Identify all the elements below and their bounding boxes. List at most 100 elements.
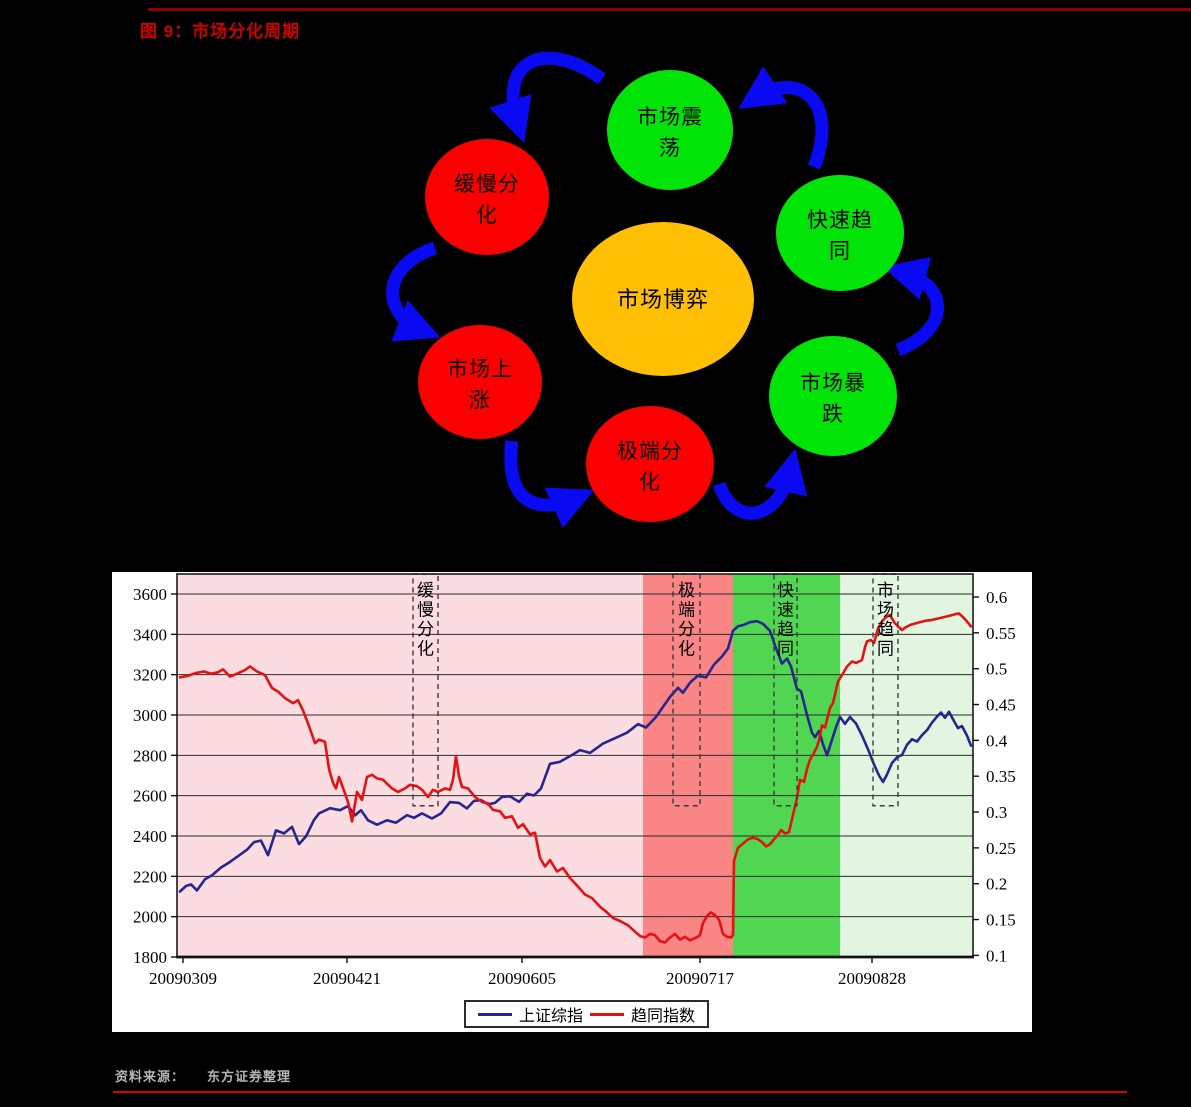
source-line: 资料来源： 东方证券整理 [115,1066,291,1085]
phase-region [840,574,973,957]
node-market-oscillation-shape [607,70,733,190]
phase-region [733,574,840,957]
node-label: 同 [829,239,851,263]
node-market-game-shape [572,222,754,376]
left-axis-tick-label: 2200 [133,867,167,886]
node-label: 市场震 [637,105,703,129]
node-fast-convergence-shape [776,175,904,291]
phase-annotation-label: 趋 [777,620,794,639]
node-market-crash: 市场暴 跌 [769,336,897,456]
node-label: 市场暴 [800,371,866,395]
phase-annotation-label: 场 [877,601,894,620]
phase-region-fills [177,574,973,957]
phase-annotation-label: 慢 [417,600,434,620]
left-axis-tick-label: 3400 [133,625,167,644]
phase-annotation-label: 分 [678,620,695,639]
left-axis-tick-label: 3000 [133,706,167,725]
right-axis-tick-label: 0.1 [986,946,1007,965]
phase-annotation-label: 快 [777,581,794,600]
left-axis-tick-label: 3600 [133,585,167,604]
node-market-rise: 市场上 涨 [418,325,542,439]
node-label: 市场博弈 [617,287,709,312]
legend-line-swatch-shanghai-composite-icon [478,1012,512,1016]
x-axis-tick-label: 20090828 [838,969,906,988]
node-label: 跌 [822,402,844,426]
left-axis-tick-label: 2800 [133,746,167,765]
legend-label-shanghai-composite: 上证综指 [519,1008,584,1025]
left-axis-tick-label: 3200 [133,666,167,685]
node-extreme-divergence-shape [586,406,714,522]
figure-title: 图 9：市场分化周期 [140,22,301,41]
phase-annotation-label: 趋 [877,620,894,639]
bottom-divider-rule [113,1091,1127,1093]
source-value: 东方证券整理 [207,1069,292,1084]
node-label: 荡 [659,136,681,160]
phase-annotation-label: 极 [678,581,695,600]
x-axis-tick-label: 20090717 [666,969,735,988]
node-label: 极端分 [617,439,683,463]
right-axis-tick-label: 0.55 [986,624,1016,643]
phase-annotation-label: 同 [777,640,794,659]
node-slow-divergence: 缓慢分 化 [425,139,549,255]
node-market-game-center: 市场博弈 [572,222,754,376]
right-axis-tick-label: 0.6 [986,588,1007,607]
cycle-arrow-rise-to-extreme-divergence-icon [504,440,595,529]
x-axis-tick-label: 20090309 [149,969,217,988]
axis-ticks-and-labels: 1800 2000 2200 2400 2600 2800 3000 3200 3400 3600… [133,585,1016,988]
phase-region [643,574,733,957]
chart-legend: 上证综指 趋同指数 [464,1000,710,1028]
x-axis-tick-label: 20090421 [313,969,381,988]
dual-axis-line-chart-panel: 缓慢分化 极端分化 快速趋同 市场趋同 1800 2000 2200 2400 2600 280… [112,572,1032,1032]
x-axis-tick-label: 20090605 [488,969,556,988]
phase-annotation-label: 化 [678,640,695,659]
node-market-crash-shape [769,336,897,456]
series-lines [178,612,973,944]
right-axis-tick-label: 0.15 [986,911,1016,930]
market-cycle-diagram: 市场震 荡 缓慢分 化 快速趋 同 市场博弈 市场上 涨 市场暴 跌 极端分 化 [386,51,944,529]
right-axis-tick-label: 0.25 [986,839,1016,858]
cycle-arrow-fast-convergence-to-oscillation-icon [738,66,829,170]
phase-annotation-label: 缓 [417,581,434,600]
node-slow-divergence-shape [425,139,549,255]
source-label: 资料来源： [115,1069,186,1084]
phase-annotation-label: 端 [678,601,695,620]
node-label: 涨 [469,388,491,412]
top-divider-rule [148,8,1191,11]
phase-annotation-label: 化 [417,640,434,659]
node-extreme-divergence: 极端分 化 [586,406,714,522]
phase-annotation-label: 市 [877,581,894,600]
node-label: 快速趋 [807,208,873,232]
series-line-shanghai-composite [178,619,973,893]
phase-annotation-label: 分 [417,620,434,639]
right-axis-tick-label: 0.2 [986,875,1007,894]
phase-annotation-label: 速 [777,601,794,620]
legend-label-convergence-index: 趋同指数 [631,1008,696,1025]
cycle-arrow-crash-to-fast-convergence-icon [882,257,944,357]
node-label: 缓慢分 [454,172,520,196]
node-label: 化 [639,470,661,494]
left-axis-tick-label: 2600 [133,787,167,806]
node-market-rise-shape [418,325,542,439]
legend-line-swatch-convergence-index-icon [590,1012,625,1016]
gridlines [177,593,973,918]
plot-frame [176,573,974,959]
cycle-arrow-slow-divergence-to-rise-icon [386,241,441,342]
right-axis-tick-label: 0.35 [986,767,1016,786]
phase-region [177,574,643,957]
phase-annotation-label: 同 [877,640,894,659]
right-axis-tick-label: 0.45 [986,696,1016,715]
node-fast-convergence: 快速趋 同 [776,175,904,291]
right-axis-tick-label: 0.3 [986,803,1007,822]
left-axis-tick-label: 2400 [133,827,167,846]
node-market-oscillation: 市场震 荡 [607,70,733,190]
cycle-arrow-oscillation-to-slow-divergence-icon [489,51,606,143]
node-label: 化 [476,203,498,227]
right-axis-tick-label: 0.5 [986,660,1007,679]
left-axis-tick-label: 2000 [133,908,167,927]
left-axis-tick-label: 1800 [133,948,167,967]
cycle-arrow-extreme-divergence-to-crash-icon [712,448,808,520]
series-line-convergence-index [178,612,973,944]
